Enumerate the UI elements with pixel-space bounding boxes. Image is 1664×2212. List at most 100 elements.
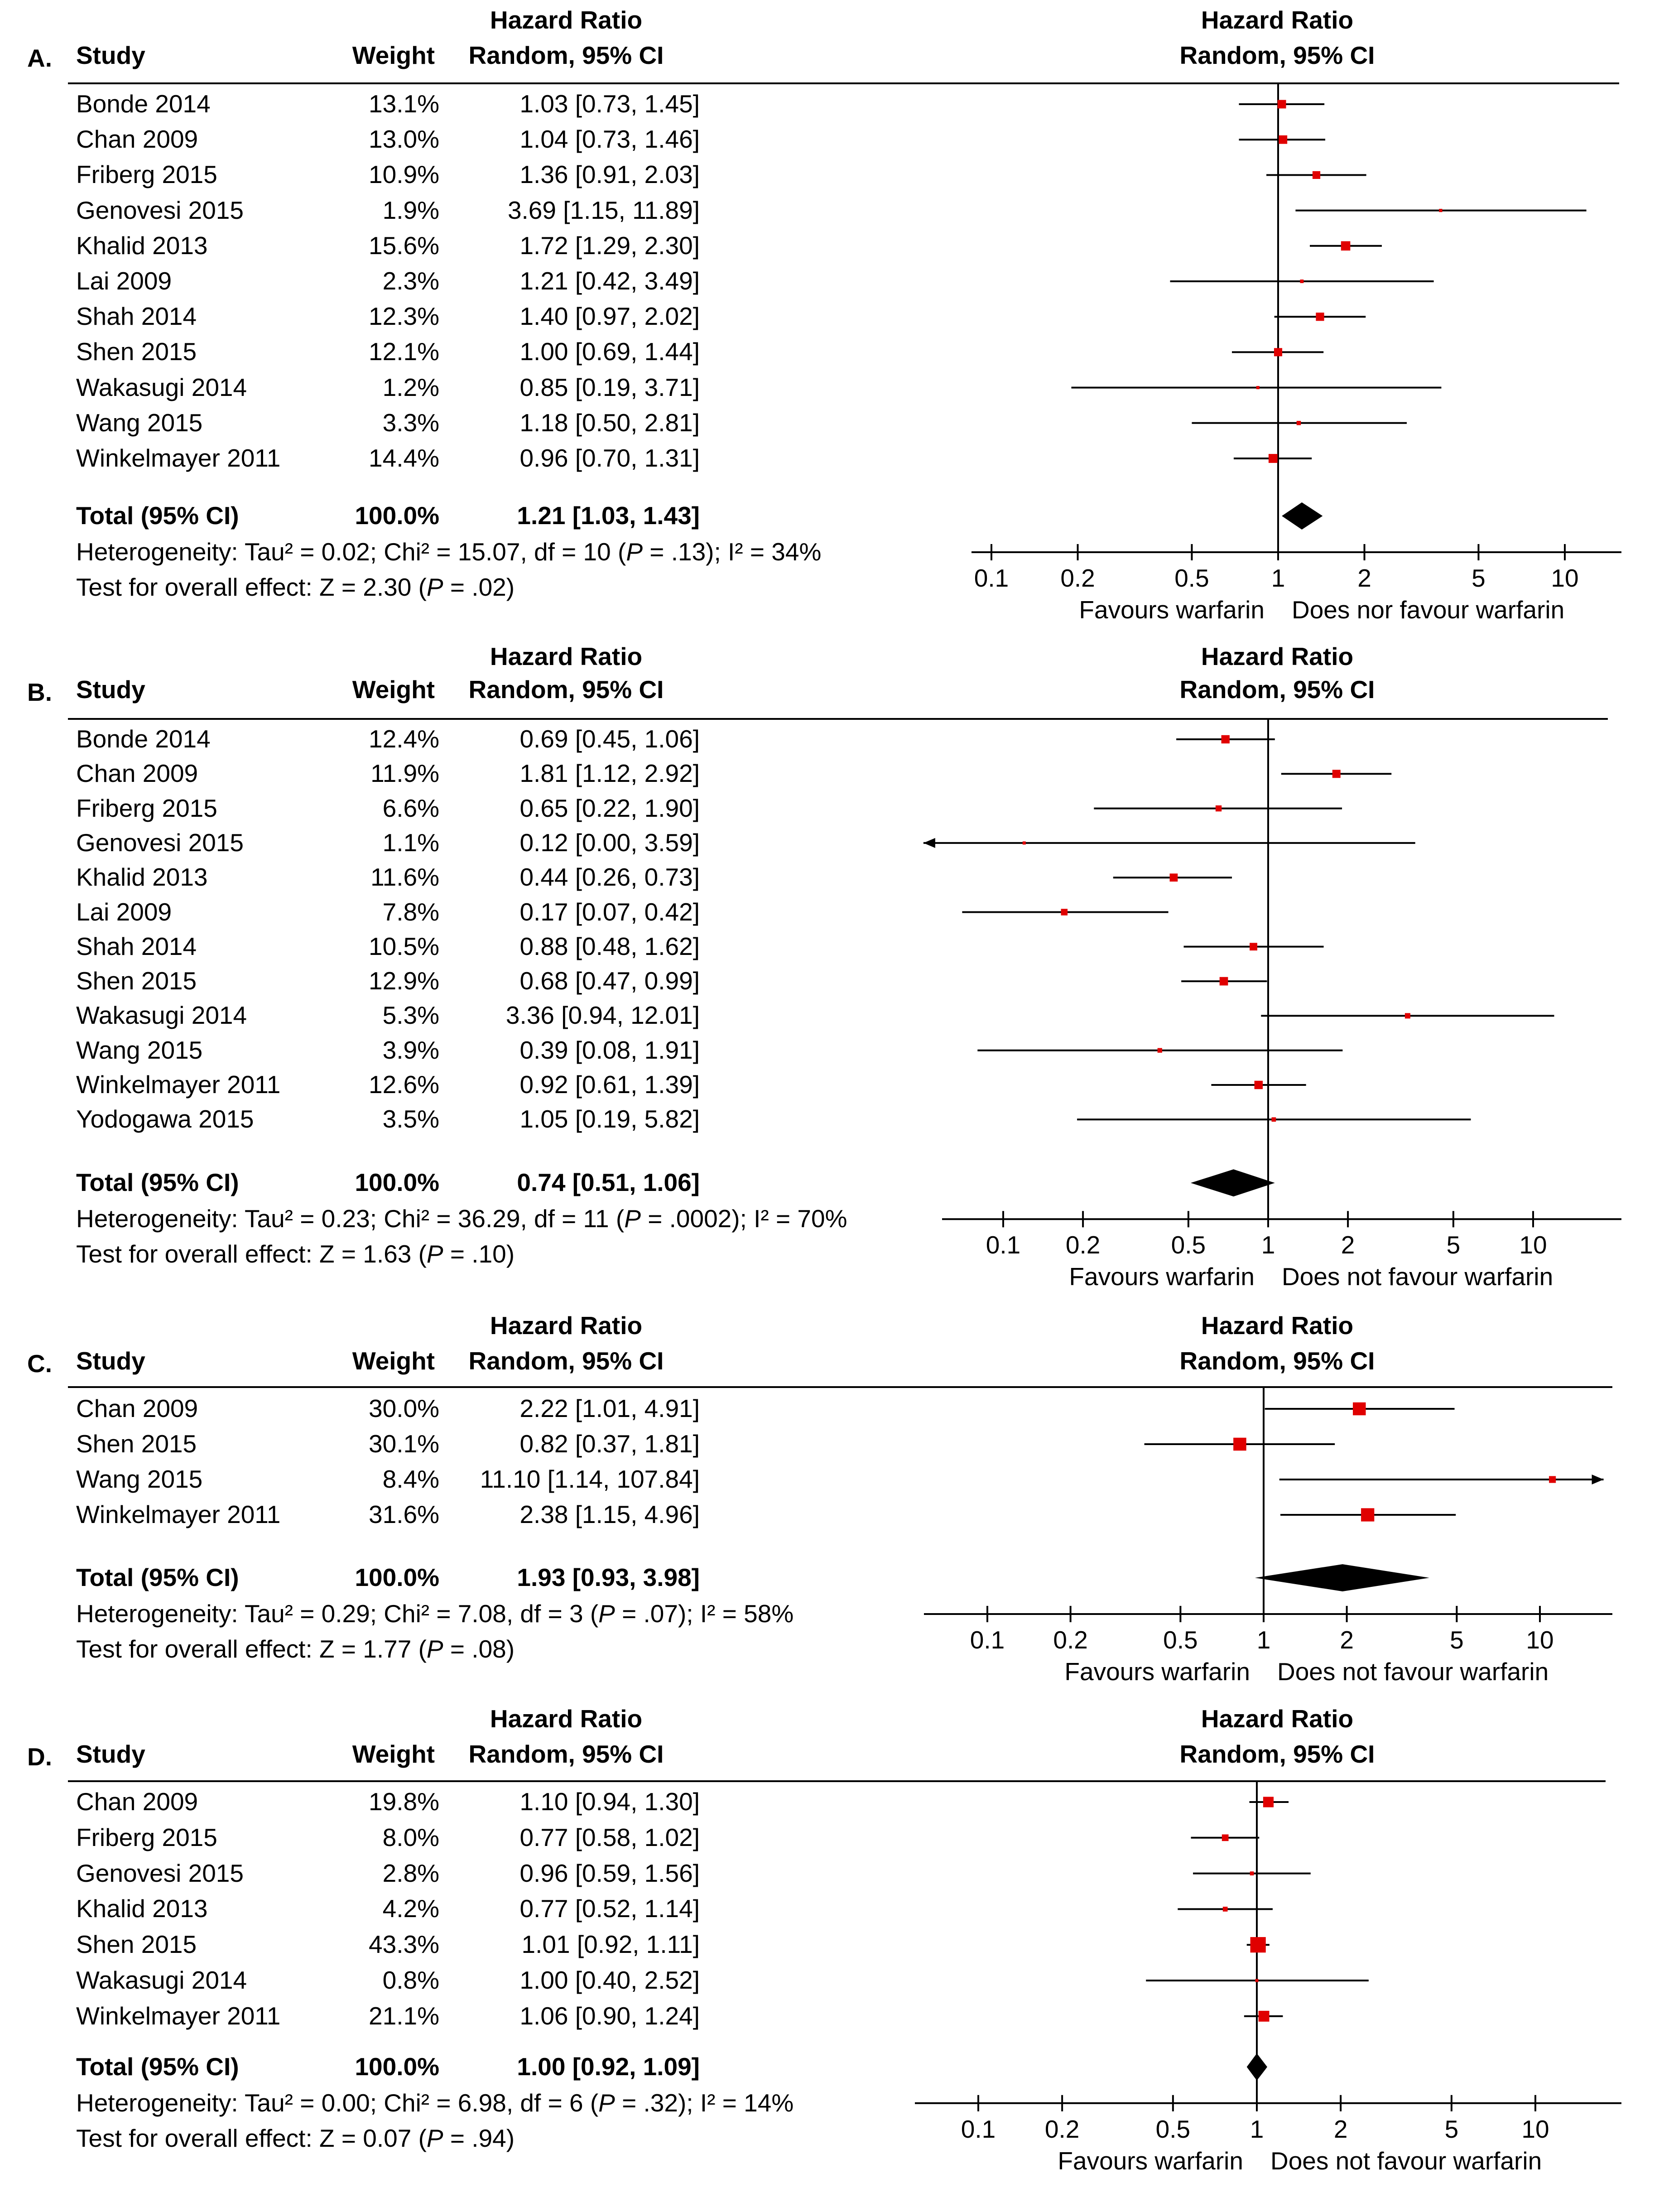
x-tick-label: 0.2	[1053, 1626, 1088, 1654]
x-tick-label: 1	[1261, 1231, 1275, 1259]
point-estimate-marker	[1258, 2010, 1270, 2022]
heterogeneity-text: Heterogeneity: Tau² = 0.02; Chi² = 15.07…	[76, 540, 821, 564]
stat-text: Test for overall effect: Z = 0.07 (	[76, 2124, 427, 2152]
point-estimate-marker	[1222, 1907, 1228, 1912]
point-estimate-marker	[1274, 348, 1283, 357]
study-ci: 0.12 [0.00, 3.59]	[519, 828, 700, 857]
study-weight: 43.3%	[369, 1930, 439, 1959]
study-ci: 3.69 [1.15, 11.89]	[507, 196, 700, 224]
study-name: Shen 2015	[76, 1430, 197, 1458]
study-ci: 0.68 [0.47, 0.99]	[519, 967, 700, 995]
favours-left-label: Favours warfarin	[1064, 1658, 1250, 1686]
study-weight: 14.4%	[369, 444, 439, 472]
panel-label: A.	[27, 44, 52, 72]
panel-label: C.	[27, 1349, 52, 1378]
x-tick-label: 0.1	[986, 1231, 1021, 1259]
total-ci: 1.93 [0.93, 3.98]	[517, 1563, 700, 1591]
plot-header: Hazard Ratio	[1201, 642, 1354, 670]
study-weight: 11.6%	[370, 863, 439, 892]
total-label: Total (95% CI)	[76, 1168, 239, 1197]
header-divider	[68, 1386, 1612, 1388]
study-weight: 2.8%	[382, 1859, 439, 1887]
pooled-effect-diamond	[1246, 2053, 1268, 2081]
weight-column-header: Weight	[352, 41, 435, 69]
study-ci: 0.96 [0.59, 1.56]	[519, 1859, 700, 1887]
study-ci: 1.04 [0.73, 1.46]	[519, 125, 700, 154]
study-name: Winkelmayer 2011	[76, 2001, 281, 2030]
study-name: Khalid 2013	[76, 863, 208, 892]
point-estimate-marker	[1022, 841, 1026, 845]
hazard-ratio-header: Hazard Ratio	[490, 1311, 643, 1340]
study-ci: 1.81 [1.12, 2.92]	[519, 759, 700, 788]
study-name: Bonde 2014	[76, 725, 211, 753]
plot-header: Hazard Ratio	[1201, 1311, 1354, 1340]
plot-header: Hazard Ratio	[1201, 1705, 1354, 1733]
study-ci: 1.72 [1.29, 2.30]	[519, 231, 700, 260]
study-ci: 1.40 [0.97, 2.02]	[519, 302, 700, 331]
x-tick-label: 5	[1472, 564, 1486, 592]
x-tick-label: 2	[1357, 564, 1371, 592]
point-estimate-marker	[1341, 241, 1351, 251]
stat-text: Test for overall effect: Z = 1.63 (	[76, 1240, 427, 1268]
total-ci: 0.74 [0.51, 1.06]	[517, 1168, 700, 1197]
study-weight: 3.3%	[382, 408, 439, 437]
point-estimate-marker	[1404, 1013, 1410, 1019]
point-estimate-marker	[1254, 1080, 1263, 1089]
study-name: Shen 2015	[76, 967, 197, 995]
study-name: Chan 2009	[76, 1788, 198, 1816]
study-weight: 31.6%	[369, 1500, 439, 1528]
study-name: Wang 2015	[76, 1465, 203, 1493]
p-symbol: P	[598, 1600, 615, 1628]
study-name: Friberg 2015	[76, 794, 217, 822]
overall-effect-text: Test for overall effect: Z = 1.77 (P = .…	[76, 1637, 515, 1662]
study-name: Genovesi 2015	[76, 196, 244, 224]
study-ci: 0.92 [0.61, 1.39]	[519, 1070, 700, 1099]
point-estimate-marker	[1316, 313, 1324, 321]
p-symbol: P	[626, 538, 643, 566]
stat-text: = .13); I² = 34%	[643, 538, 822, 566]
ci-arrow-right	[1592, 1475, 1604, 1484]
stat-text: Heterogeneity: Tau² = 0.29; Chi² = 7.08,…	[76, 1600, 599, 1628]
total-weight: 100.0%	[355, 1563, 439, 1591]
point-estimate-marker	[1353, 1402, 1366, 1416]
forest-panel-b: Hazard Ratio B. Study Weight Random, 95% CI H…	[0, 636, 1664, 1328]
x-tick-label: 0.5	[1155, 2115, 1191, 2143]
study-ci: 0.77 [0.52, 1.14]	[519, 1894, 700, 1923]
study-name: Lai 2009	[76, 897, 172, 926]
study-weight: 3.9%	[382, 1036, 439, 1064]
total-weight: 100.0%	[355, 1168, 439, 1197]
study-column-header: Study	[76, 41, 145, 69]
study-weight: 1.1%	[382, 828, 439, 857]
weight-column-header: Weight	[352, 675, 435, 704]
study-weight: 12.6%	[369, 1070, 439, 1099]
ci-arrow-left	[923, 838, 935, 848]
study-name: Winkelmayer 2011	[76, 1500, 281, 1528]
study-ci: 1.36 [0.91, 2.03]	[519, 160, 700, 189]
ci-column-header: Random, 95% CI	[468, 1740, 664, 1768]
study-ci: 0.88 [0.48, 1.62]	[519, 932, 700, 960]
study-ci: 1.06 [0.90, 1.24]	[519, 2001, 700, 2030]
forest-panel-c: Hazard Ratio C. Study Weight Random, 95% CI H…	[0, 1306, 1664, 1723]
x-tick-label: 0.5	[1174, 564, 1209, 592]
study-ci: 2.22 [1.01, 4.91]	[519, 1394, 700, 1422]
x-tick-label: 0.2	[1044, 2115, 1080, 2143]
stat-text: Test for overall effect: Z = 1.77 (	[76, 1635, 427, 1663]
overall-effect-text: Test for overall effect: Z = 2.30 (P = .…	[76, 575, 515, 600]
stat-text: = .0002); I² = 70%	[640, 1205, 847, 1233]
study-weight: 6.6%	[382, 794, 439, 822]
point-estimate-marker	[1233, 1437, 1246, 1451]
study-name: Shah 2014	[76, 302, 197, 331]
study-ci: 1.05 [0.19, 5.82]	[519, 1105, 700, 1133]
study-ci: 0.85 [0.19, 3.71]	[519, 373, 700, 401]
study-name: Khalid 2013	[76, 1894, 208, 1923]
study-ci: 1.01 [0.92, 1.11]	[521, 1930, 700, 1959]
study-name: Yodogawa 2015	[76, 1105, 254, 1133]
header-divider	[68, 718, 1608, 720]
study-ci: 1.10 [0.94, 1.30]	[519, 1788, 700, 1816]
x-tick-label: 0.1	[961, 2115, 996, 2143]
study-ci: 0.96 [0.70, 1.31]	[519, 444, 700, 472]
study-weight: 10.9%	[369, 160, 439, 189]
point-estimate-marker	[1549, 1476, 1556, 1483]
study-name: Chan 2009	[76, 759, 198, 788]
header-divider	[68, 82, 1619, 84]
